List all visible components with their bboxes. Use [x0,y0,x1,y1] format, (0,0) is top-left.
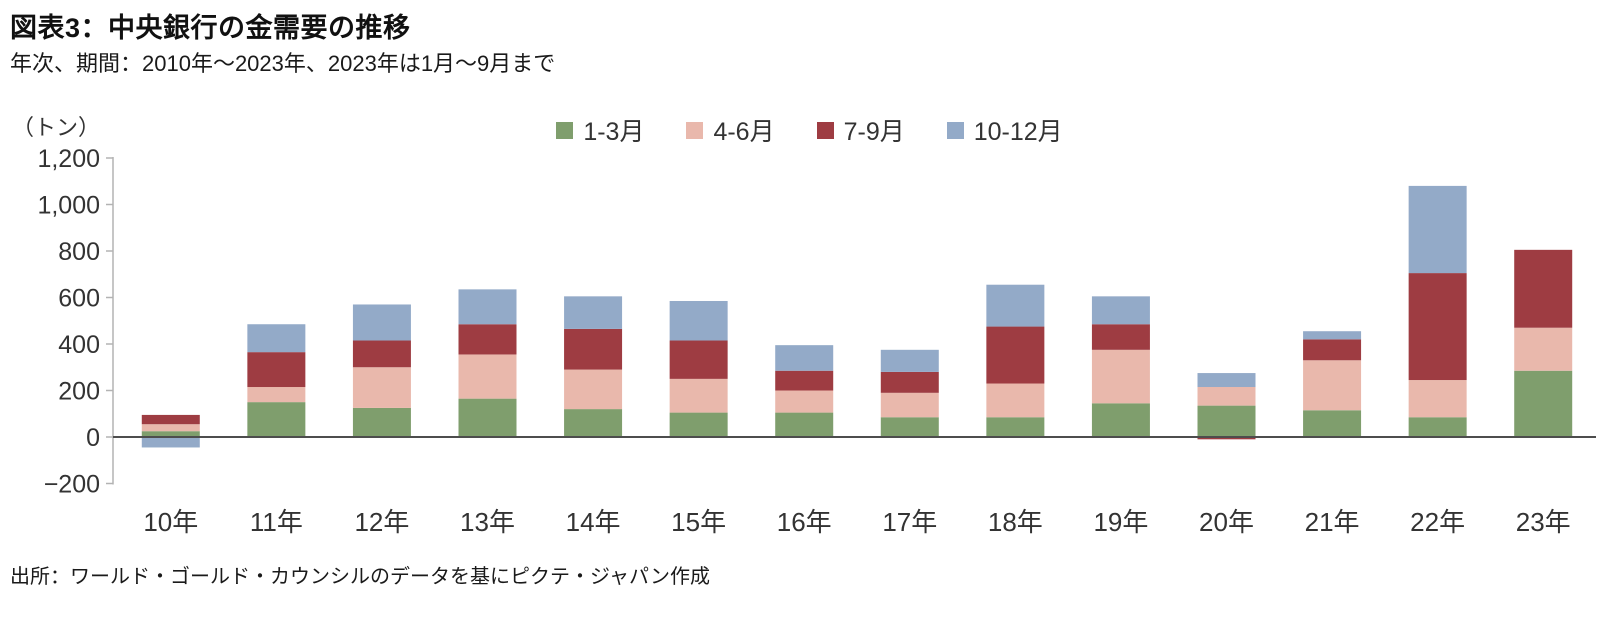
bar-segment-14年-1-3月 [564,409,623,437]
x-tick-label: 16年 [777,507,832,537]
bar-segment-22年-4-6月 [1408,380,1467,418]
x-tick-label: 21年 [1305,507,1360,537]
bar-segment-18年-10-12月 [986,284,1045,327]
y-tick-label: 1,000 [37,192,100,220]
bar-segment-20年-1-3月 [1197,405,1256,437]
x-tick-label: 12年 [354,507,409,537]
bar-segment-11年-1-3月 [247,402,306,437]
source-note: 出所：ワールド・ゴールド・カウンシルのデータを基にピクテ・ジャパン作成 [10,566,710,588]
bar-segment-14年-10-12月 [564,296,623,329]
x-tick-label: 23年 [1516,507,1571,537]
bar-segment-12年-7-9月 [352,340,411,368]
bar-segment-21年-7-9月 [1303,339,1362,361]
bar-segment-14年-7-9月 [564,328,623,370]
bar-segment-12年-10-12月 [352,304,411,341]
bar-segment-17年-7-9月 [880,371,939,393]
x-tick-label: 20年 [1199,507,1254,537]
bar-segment-16年-7-9月 [775,370,834,391]
bar-segment-21年-1-3月 [1303,410,1362,437]
bar-segment-16年-10-12月 [775,345,834,371]
bar-segment-19年-10-12月 [1091,296,1150,325]
bar-segment-22年-10-12月 [1408,185,1467,274]
bar-segment-19年-1-3月 [1091,403,1150,437]
bar-segment-11年-7-9月 [247,352,306,388]
bar-segment-21年-10-12月 [1303,331,1362,340]
bar-segment-11年-10-12月 [247,324,306,353]
bar-segment-18年-1-3月 [986,417,1045,437]
y-tick-label: 0 [86,424,100,452]
bar-segment-13年-1-3月 [458,398,517,437]
bar-segment-20年-4-6月 [1197,387,1256,406]
bar-segment-17年-1-3月 [880,417,939,437]
y-tick-label: 800 [58,238,100,266]
bar-segment-19年-4-6月 [1091,349,1150,404]
x-tick-label: 19年 [1093,507,1148,537]
bar-segment-23年-4-6月 [1514,327,1573,371]
x-tick-label: 15年 [671,507,726,537]
x-tick-label: 11年 [250,507,303,537]
x-tick-label: 18年 [988,507,1043,537]
chart-title: 図表3：中央銀行の金需要の推移 [10,13,411,43]
bar-segment-20年-7-9月 [1197,437,1256,440]
bar-segment-23年-1-3月 [1514,370,1573,437]
y-tick-label: 400 [58,331,100,359]
bar-segment-13年-10-12月 [458,289,517,325]
bar-segment-12年-1-3月 [352,407,411,437]
bar-segment-10年-4-6月 [141,424,200,432]
bar-segment-10年-7-9月 [141,414,200,425]
bar-segment-14年-4-6月 [564,369,623,410]
bar-segment-17年-4-6月 [880,392,939,418]
y-tick-label: 1,200 [37,145,100,173]
bar-segment-20年-10-12月 [1197,373,1256,388]
bar-segment-22年-1-3月 [1408,417,1467,437]
bar-segment-12年-4-6月 [352,367,411,408]
x-tick-label: 13年 [460,507,515,537]
y-tick-label: 600 [58,285,100,313]
bar-segment-21年-4-6月 [1303,360,1362,411]
bar-segment-17年-10-12月 [880,349,939,372]
bar-segment-16年-4-6月 [775,390,834,413]
chart-subtitle: 年次、期間：2010年～2023年、2023年は1月～9月まで [10,51,556,76]
bar-segment-15年-7-9月 [669,340,728,379]
bar-segment-15年-4-6月 [669,378,728,413]
y-axis-unit-label: （トン） [12,115,101,140]
bar-segment-10年-1-3月 [141,431,200,437]
x-tick-label: 17年 [882,507,937,537]
bar-segment-16年-1-3月 [775,412,834,437]
y-tick-label: −200 [44,471,100,499]
bar-segment-13年-7-9月 [458,324,517,355]
x-tick-label: 14年 [566,507,621,537]
bar-segment-15年-1-3月 [669,412,728,437]
bar-segment-22年-7-9月 [1408,273,1467,381]
x-tick-label: 10年 [143,507,198,537]
bar-segment-18年-4-6月 [986,383,1045,418]
bar-segment-18年-7-9月 [986,326,1045,384]
bar-segment-13年-4-6月 [458,354,517,399]
x-tick-label: 22年 [1410,507,1465,537]
bar-segment-23年-7-9月 [1514,249,1573,328]
bar-segment-19年-7-9月 [1091,324,1150,350]
bar-segment-11年-4-6月 [247,387,306,403]
bar-segment-15年-10-12月 [669,300,728,341]
y-tick-label: 200 [58,378,100,406]
bar-segment-10年-10-12月 [141,437,200,448]
